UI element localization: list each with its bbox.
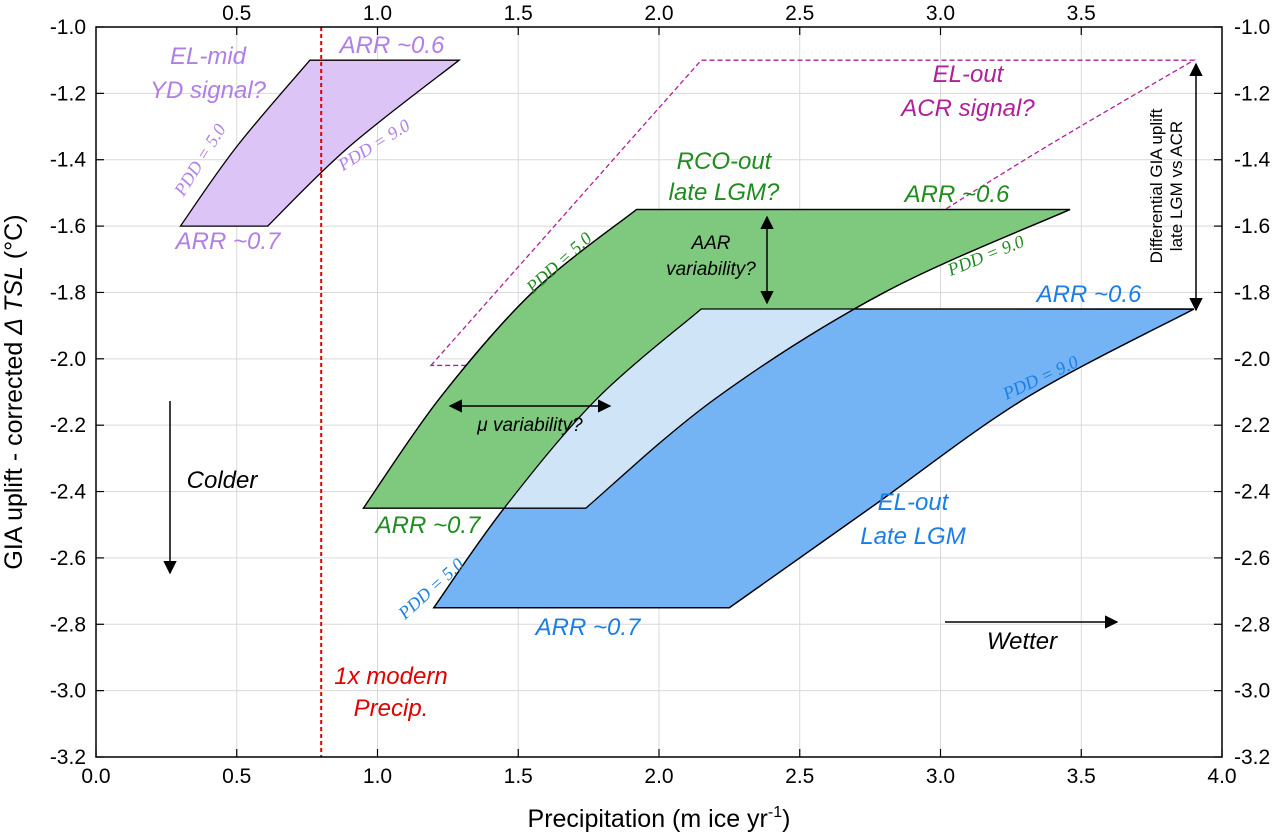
x-tick-label: 4.0 (1207, 765, 1236, 788)
y-tick-label: -1.2 (50, 82, 86, 105)
top-x-tick-label: 1.0 (363, 2, 392, 25)
modern-precip-line2: Precip. (354, 695, 429, 722)
x-tick-label: 1.5 (504, 765, 533, 788)
el-mid-title-line2: YD signal? (150, 77, 267, 104)
modern-precip-line1: 1x modern (334, 663, 447, 690)
y-tick-label: -1.6 (50, 215, 86, 238)
top-x-tick-label: 2.5 (785, 2, 814, 25)
y-tick-label: -1.4 (50, 149, 87, 172)
y-tick-label: -1.8 (50, 281, 86, 304)
right-y-tick-label: -1.4 (1234, 149, 1271, 172)
right-y-tick-label: -1.2 (1234, 82, 1270, 105)
x-tick-label: 3.0 (926, 765, 955, 788)
y-tick-label: -3.0 (50, 680, 86, 703)
right-y-tick-label: -3.2 (1234, 746, 1270, 769)
x-tick-label: 2.0 (644, 765, 673, 788)
right-y-tick-label: -2.8 (1234, 613, 1270, 636)
differential-line1: Differential GIA uplift (1147, 108, 1166, 263)
aar-variability-line2: variability? (666, 259, 756, 280)
el-mid-arr-top-label: ARR ~0.6 (338, 32, 445, 59)
right-y-tick-label: -2.6 (1234, 547, 1270, 570)
ticks: 0.0 0.5 1.0 1.5 2.0 2.5 3.0 3.5 4.0 0.5 1.0 1.5 2.0 2… (50, 2, 1271, 788)
right-y-tick-label: -2.2 (1234, 414, 1270, 437)
right-y-tick-label: -2.4 (1234, 481, 1271, 504)
y-tick-label: -2.0 (50, 348, 86, 371)
top-x-tick-label: 3.5 (1067, 2, 1096, 25)
top-x-tick-label: 1.5 (504, 2, 533, 25)
right-y-tick-label: -3.0 (1234, 680, 1270, 703)
y-tick-label: -3.2 (50, 746, 86, 769)
el-out-title-line2: Late LGM (860, 523, 965, 550)
y-tick-label: -2.2 (50, 414, 86, 437)
top-x-tick-label: 3.0 (926, 2, 955, 25)
el-out-outline (432, 308, 1195, 609)
regions (179, 59, 1197, 609)
right-y-tick-label: -1.6 (1234, 215, 1270, 238)
y-tick-label: -1.0 (50, 16, 86, 39)
top-x-tick-label: 0.5 (222, 2, 251, 25)
rco-out-outline (362, 208, 1071, 509)
el-out-acr-title-line2: ACR signal? (899, 95, 1035, 122)
el-out-arr-top-label: ARR ~0.6 (1035, 281, 1142, 308)
el-out-arr-bottom-label: ARR ~0.7 (534, 614, 642, 641)
right-y-tick-label: -1.8 (1234, 281, 1270, 304)
rco-title-line1: RCO-out (677, 148, 773, 175)
wetter-label: Wetter (987, 628, 1058, 655)
el-mid-title-line1: EL-mid (170, 43, 247, 70)
rco-title-line2: late LGM? (669, 179, 780, 206)
y-tick-label: -2.4 (50, 481, 87, 504)
x-axis-label: Precipitation (m ice yr-1) (528, 804, 791, 833)
el-out-acr-title-line1: EL-out (933, 61, 1005, 88)
x-tick-label: 0.0 (81, 765, 110, 788)
el-mid-region (179, 59, 462, 227)
rco-arr-top-label: ARR ~0.6 (903, 181, 1010, 208)
right-y-tick-label: -2.0 (1234, 348, 1270, 371)
plot-frame (95, 26, 1223, 758)
rco-arr-bottom-label: ARR ~0.7 (374, 512, 482, 539)
y-tick-label: -2.6 (50, 547, 86, 570)
x-tick-label: 0.5 (222, 765, 251, 788)
differential-line2: late LGM vs ACR (1167, 121, 1186, 251)
right-y-tick-label: -1.0 (1234, 16, 1270, 39)
x-tick-label: 3.5 (1067, 765, 1096, 788)
mu-variability-label: μ variability? (476, 415, 583, 436)
y-axis-label: GIA uplift - corrected Δ TSL (°C) (0, 214, 28, 569)
y-tick-label: -2.8 (50, 613, 86, 636)
x-tick-label: 2.5 (785, 765, 814, 788)
colder-label: Colder (187, 467, 259, 494)
el-out-title-line1: EL-out (878, 489, 950, 516)
el-mid-arr-bottom-label: ARR ~0.7 (174, 228, 282, 255)
x-tick-label: 1.0 (363, 765, 392, 788)
aar-variability-line1: AAR (690, 233, 730, 254)
top-x-tick-label: 2.0 (644, 2, 673, 25)
